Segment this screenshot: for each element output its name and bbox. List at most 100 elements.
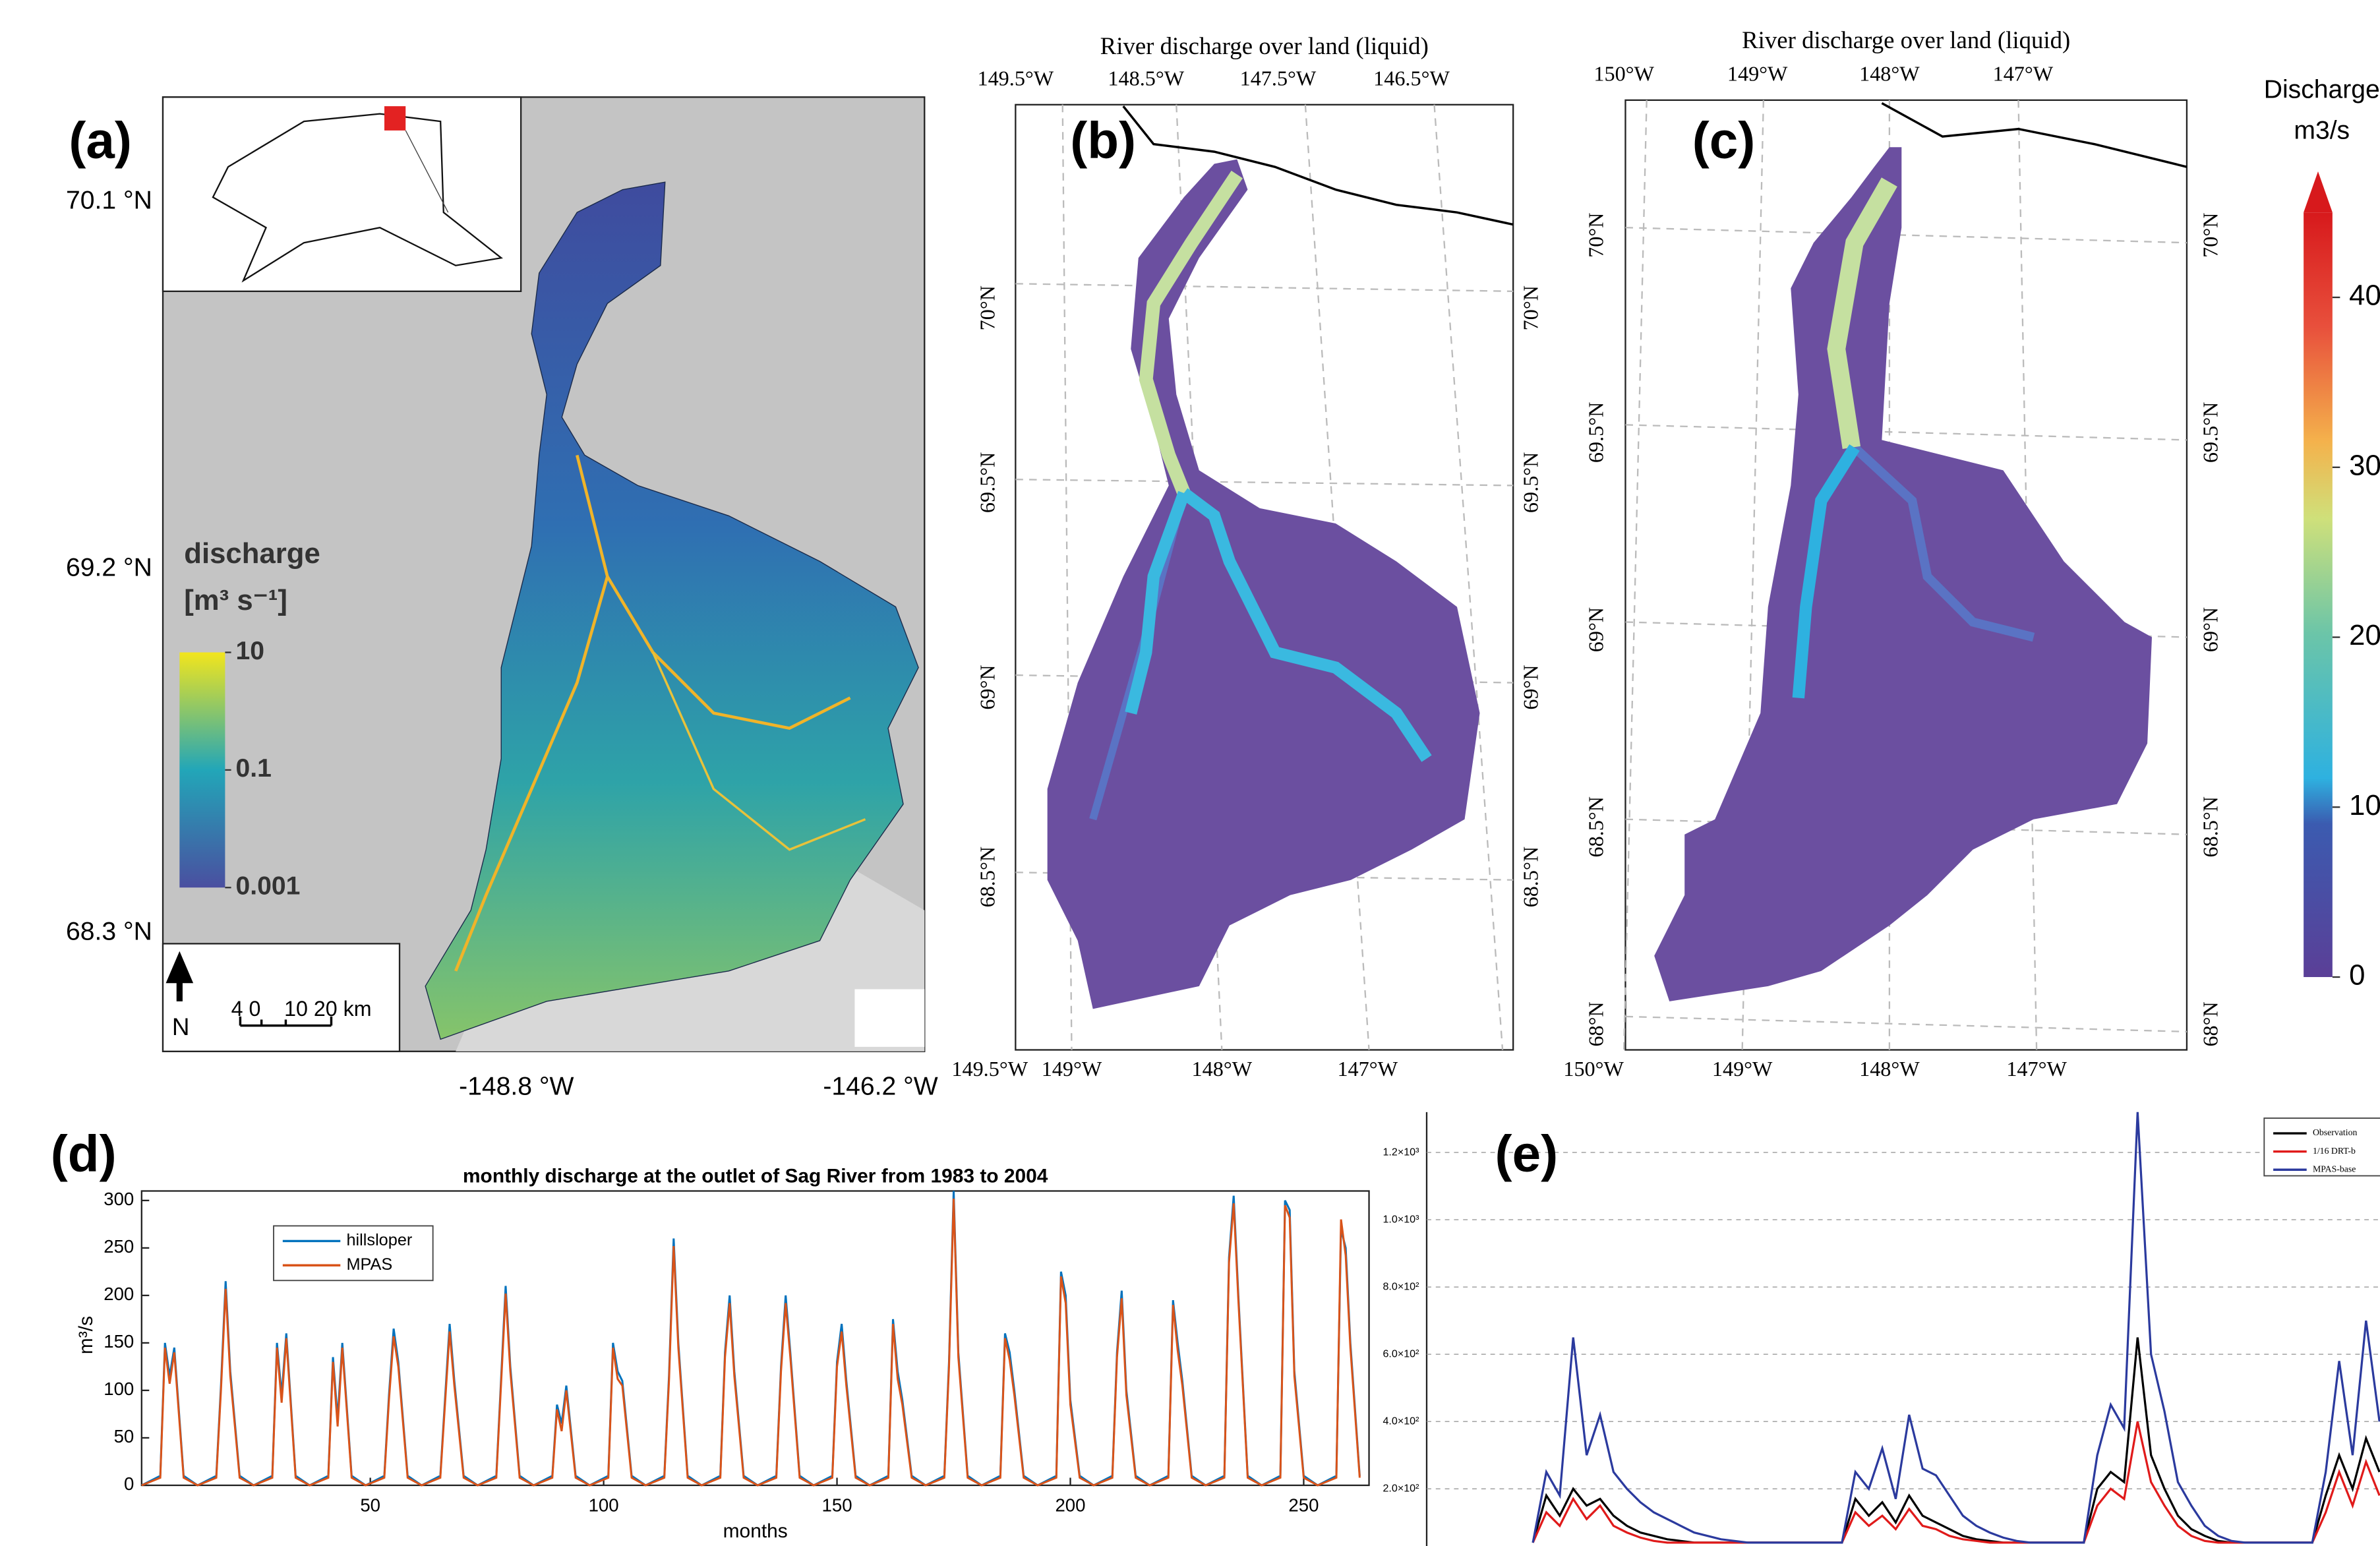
lon-label: 148.5°W xyxy=(1108,66,1184,90)
lon-label: 149°W xyxy=(1727,61,1788,85)
lat-label: 68°N xyxy=(2198,1001,2222,1046)
lat-label: 70°N xyxy=(1584,213,1607,258)
map-a: (a) discharge [m³ s⁻¹] N 4 0 10 20 km xyxy=(69,96,926,1052)
lat-label: 68.3 °N xyxy=(66,918,152,946)
basin xyxy=(1654,147,2153,1001)
colorbar-tick-label: 10 xyxy=(235,637,264,665)
lon-label: 149.5°W xyxy=(951,1057,1028,1081)
map-title: River discharge over land (liquid) xyxy=(1742,26,2070,53)
panel-label: (e) xyxy=(1495,1125,1559,1183)
lat-label: 70°N xyxy=(2198,213,2222,258)
lat-label: 69.5°N xyxy=(1518,452,1542,513)
blank-box xyxy=(854,989,925,1047)
lat-label: 68.5°N xyxy=(1584,796,1607,858)
lat-label: 69°N xyxy=(976,665,999,709)
colorbar-unit: m3/s xyxy=(2294,117,2350,145)
river xyxy=(1792,444,1860,699)
north-arrow xyxy=(165,951,194,1001)
legend-label: MPAS-base xyxy=(2313,1164,2356,1174)
x-tick-label: 150 xyxy=(822,1495,852,1515)
scale-label: 10 20 km xyxy=(284,997,371,1021)
colorbar xyxy=(2304,212,2333,978)
river xyxy=(1851,444,2035,642)
lat-label: 70°N xyxy=(976,285,999,330)
lat-label: 69.5°N xyxy=(2198,402,2222,463)
y-tick-label: 300 xyxy=(104,1189,134,1209)
colorbar-tick-label: 0.001 xyxy=(235,872,300,901)
lat-label: 69.5°N xyxy=(1584,402,1607,463)
lat-label: 69.5°N xyxy=(976,452,999,513)
colorbar-tick-label: 30 xyxy=(2349,449,2380,481)
lon-label: 150°W xyxy=(1563,1057,1624,1081)
colorbar-tick-label: 0.1 xyxy=(235,754,271,783)
y-tick-label: 4.0×10² xyxy=(1383,1415,1419,1427)
lat-label: 69.2 °N xyxy=(66,553,152,581)
lat-label: 70.1 °N xyxy=(66,186,152,214)
coastline xyxy=(1122,105,1514,226)
series-line xyxy=(1532,1337,2380,1544)
scale-bar xyxy=(239,1016,333,1027)
lon-label: -148.8 °W xyxy=(459,1072,574,1100)
north-label: N xyxy=(172,1013,190,1040)
legend-box xyxy=(2263,1117,2380,1177)
lon-label: 148°W xyxy=(1859,1057,1920,1081)
inset-map xyxy=(162,96,522,292)
legend-label: Observation xyxy=(2313,1127,2358,1137)
y-tick-label: 8.0×10² xyxy=(1383,1280,1419,1292)
lon-label: 148°W xyxy=(1859,61,1920,85)
y-tick-label: 250 xyxy=(104,1236,134,1257)
lat-label: 69°N xyxy=(1584,607,1607,652)
lat-label: 69°N xyxy=(2198,607,2222,652)
stream xyxy=(454,576,609,972)
legend-title: discharge xyxy=(184,537,320,570)
y-tick-label: 0 xyxy=(124,1473,134,1494)
plot-area xyxy=(140,1190,1370,1487)
basin xyxy=(425,181,919,1040)
y-tick-label: 1.2×10³ xyxy=(1383,1146,1419,1158)
lon-label: 149°W xyxy=(1042,1057,1102,1081)
stream xyxy=(651,651,866,851)
series-line xyxy=(1532,1421,2380,1544)
lon-label: 147°W xyxy=(2006,1057,2067,1081)
river xyxy=(1827,177,1897,449)
legend-label: MPAS xyxy=(346,1255,392,1274)
lon-label: -146.2 °W xyxy=(823,1072,937,1100)
lat-label: 68.5°N xyxy=(1518,847,1542,907)
stream xyxy=(576,454,851,730)
lat-label: 68.5°N xyxy=(976,847,999,907)
river xyxy=(1125,491,1190,715)
chart-title: monthly discharge at the outlet of Sag R… xyxy=(463,1166,1048,1187)
lon-label: 146.5°W xyxy=(1373,66,1450,90)
alaska-outline xyxy=(212,113,503,283)
inset-marker xyxy=(384,106,406,131)
colorbar xyxy=(179,652,225,888)
map-title: River discharge over land (liquid) xyxy=(1100,32,1429,59)
basin xyxy=(1047,159,1480,1009)
x-tick-label: 100 xyxy=(589,1495,619,1515)
colorbar-tick-label: 10 xyxy=(2349,789,2380,821)
lon-label: 149.5°W xyxy=(977,66,1054,90)
y-tick-label: 1.0×10³ xyxy=(1383,1213,1419,1225)
series-line xyxy=(141,1198,1361,1487)
lon-label: 147°W xyxy=(1337,1057,1398,1081)
river xyxy=(1180,488,1432,762)
lon-label: 147°W xyxy=(1993,61,2054,85)
series-line xyxy=(1532,1112,2380,1544)
panel-label: (c) xyxy=(1692,111,1756,169)
colorbar-extend xyxy=(2304,171,2333,213)
legend-box xyxy=(273,1225,434,1282)
x-axis-label: months xyxy=(723,1520,788,1542)
legend-label: hillsloper xyxy=(346,1231,412,1249)
coastline xyxy=(1881,102,2187,168)
y-tick-label: 100 xyxy=(104,1379,134,1399)
y-tick-label: 2.0×10² xyxy=(1383,1483,1419,1495)
lat-label: 69°N xyxy=(1518,665,1542,709)
colorbar-title: Discharge xyxy=(2264,75,2380,104)
colorbar-tick-label: 0 xyxy=(2349,959,2365,992)
map-b: (b) River discharge over land (liquid) xyxy=(1015,32,1514,1051)
x-tick-label: 250 xyxy=(1288,1495,1319,1515)
map-c: (c) River discharge over land (liquid) D… xyxy=(1623,26,2380,1051)
lon-label: 147.5°W xyxy=(1240,66,1317,90)
